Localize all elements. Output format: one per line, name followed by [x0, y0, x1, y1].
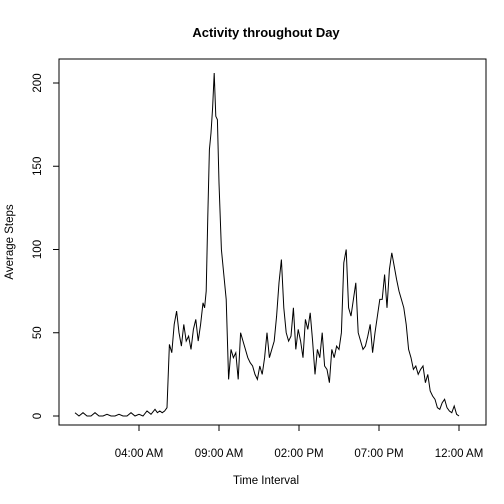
chart-title: Activity throughout Day: [192, 25, 340, 40]
x-tick-label: 02:00 PM: [274, 448, 323, 460]
x-axis: 04:00 AM 09:00 AM 02:00 PM 07:00 PM 12:00 AM: [115, 424, 484, 460]
y-axis-label: Average Steps: [4, 204, 16, 279]
y-tick-label: 50: [32, 326, 44, 339]
y-tick-label: 0: [32, 413, 44, 419]
y-tick-label: 100: [32, 240, 44, 259]
plot-frame: [58, 58, 487, 426]
x-axis-label: Time Interval: [233, 475, 299, 487]
y-axis: 0 50 100 150 200: [32, 73, 60, 419]
y-tick-label: 150: [32, 157, 44, 176]
x-tick-label: 12:00 AM: [435, 448, 484, 460]
x-tick-label: 04:00 AM: [115, 448, 164, 460]
x-tick-label: 09:00 AM: [195, 448, 244, 460]
x-tick-label: 07:00 PM: [354, 448, 403, 460]
y-tick-label: 200: [32, 73, 44, 92]
series-line: [74, 72, 460, 417]
